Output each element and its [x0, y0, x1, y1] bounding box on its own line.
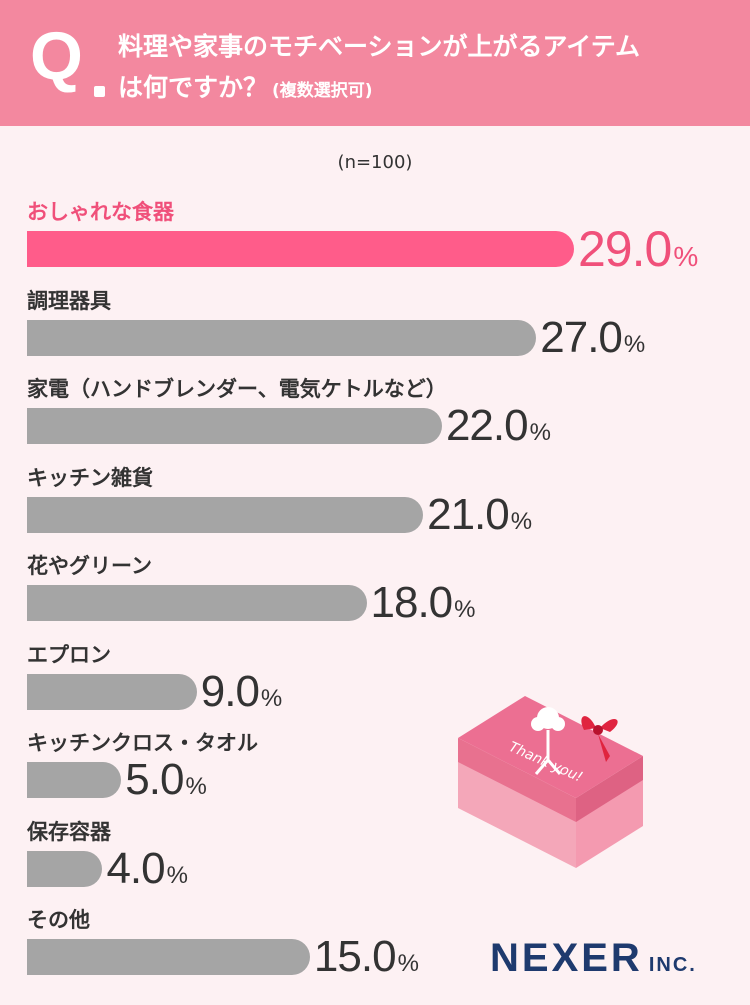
value-unit: %	[529, 419, 551, 446]
question-note: (複数選択可)	[272, 81, 373, 101]
value-number: 21.0	[427, 489, 510, 539]
category-label: おしゃれな食器	[27, 200, 174, 224]
value-label: 15.0%	[314, 935, 419, 979]
logo-suffix: INC.	[648, 954, 697, 976]
bar	[27, 496, 424, 533]
category-label: その他	[27, 908, 90, 932]
value-unit: %	[673, 241, 699, 272]
value-unit: %	[185, 773, 207, 800]
nexer-logo: NEXER INC.	[490, 938, 697, 978]
value-number: 29.0	[578, 221, 672, 277]
bar	[27, 231, 574, 267]
category-label: エプロン	[27, 642, 111, 667]
carnation-icon	[531, 707, 565, 775]
value-unit: %	[454, 596, 476, 623]
category-label: 調理器具	[27, 288, 111, 313]
sample-size: (n=100)	[337, 152, 413, 173]
question-line-2-text: は何ですか？	[118, 73, 269, 102]
bar	[27, 939, 310, 975]
value-label: 27.0%	[540, 312, 646, 362]
logo-main: NEXER	[490, 936, 643, 980]
question-line-2: は何ですか？ (複数選択可)	[118, 68, 373, 104]
bar	[27, 585, 367, 621]
category-label: 保存容器	[27, 819, 111, 844]
bar	[27, 319, 537, 356]
value-unit: %	[260, 684, 283, 712]
q-dot	[94, 86, 105, 97]
value-number: 15.0	[313, 932, 397, 981]
gift-box-icon: Thank you!	[458, 696, 643, 868]
value-number: 4.0	[106, 843, 165, 893]
category-label: 花やグリーン	[27, 554, 152, 578]
value-unit: %	[510, 507, 533, 535]
bar	[27, 850, 103, 887]
category-label: キッチン雑貨	[27, 465, 153, 490]
value-number: 9.0	[200, 666, 260, 716]
bar	[27, 673, 197, 710]
question-line-1: 料理や家事のモチベーションが上がるアイテム	[118, 32, 641, 61]
value-number: 5.0	[125, 755, 184, 804]
value-label: 29.0%	[578, 224, 698, 274]
value-label: 21.0%	[427, 489, 533, 539]
question-header: Q 料理や家事のモチベーションが上がるアイテム は何ですか？ (複数選択可)	[0, 0, 750, 126]
value-label: 5.0%	[125, 758, 207, 802]
q-mark: Q	[30, 18, 83, 94]
value-number: 22.0	[445, 401, 529, 450]
value-label: 22.0%	[446, 404, 551, 448]
value-unit: %	[623, 330, 646, 358]
ribbon-bow-icon	[581, 716, 618, 762]
category-label: キッチンクロス・タオル	[27, 731, 258, 755]
bar	[27, 408, 442, 444]
value-unit: %	[397, 950, 419, 977]
value-number: 27.0	[540, 312, 623, 362]
value-unit: %	[166, 861, 188, 889]
value-label: 9.0%	[200, 666, 283, 716]
value-number: 18.0	[370, 578, 454, 627]
bar	[27, 762, 122, 798]
value-label: 18.0%	[371, 581, 476, 625]
category-label: 家電（ハンドブレンダー、電気ケトルなど）	[27, 377, 447, 401]
value-label: 4.0%	[106, 843, 188, 893]
